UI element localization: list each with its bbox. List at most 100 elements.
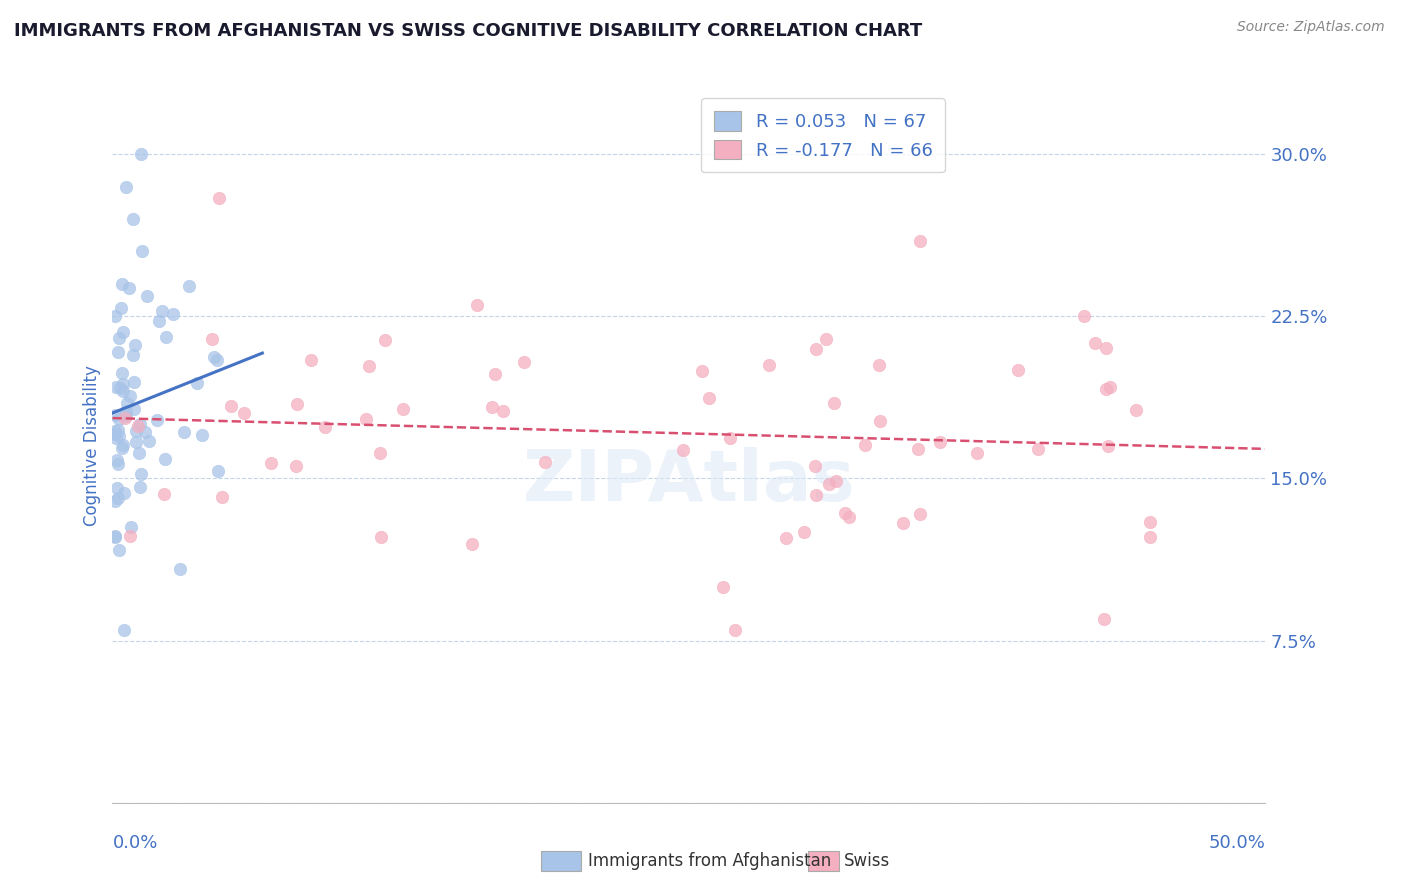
Point <box>834 506 856 520</box>
Point <box>461 537 484 551</box>
Point <box>1095 383 1118 397</box>
Point <box>1095 341 1118 355</box>
Point <box>190 427 212 442</box>
Point <box>354 412 377 426</box>
Point <box>105 453 128 467</box>
Point <box>465 298 488 312</box>
Point <box>177 279 200 293</box>
Point <box>173 425 195 440</box>
Point <box>711 580 734 594</box>
Point <box>814 332 837 346</box>
Point <box>285 458 308 473</box>
Point <box>929 434 952 449</box>
Point <box>114 410 136 425</box>
Point <box>108 331 131 345</box>
Point <box>129 417 152 431</box>
Point <box>115 179 138 194</box>
Point <box>104 310 127 324</box>
Point <box>804 458 827 473</box>
Point <box>697 391 720 405</box>
Point <box>118 529 141 543</box>
Point <box>690 364 713 378</box>
Point <box>114 404 136 418</box>
Point <box>285 397 308 411</box>
Point <box>806 342 828 356</box>
Point <box>155 329 177 343</box>
Point <box>908 234 931 248</box>
Point <box>112 623 135 637</box>
Point <box>104 424 127 438</box>
Point <box>115 396 138 410</box>
Point <box>111 437 134 451</box>
Point <box>110 301 132 315</box>
Point <box>869 414 891 428</box>
Point <box>138 434 160 449</box>
Point <box>838 510 860 524</box>
Point <box>107 429 129 443</box>
Point <box>259 456 281 470</box>
Point <box>481 400 503 414</box>
Text: Swiss: Swiss <box>844 852 890 870</box>
Point <box>299 353 322 368</box>
Point <box>374 334 396 348</box>
Point <box>513 355 536 369</box>
Point <box>823 396 845 410</box>
Point <box>124 375 146 389</box>
Point <box>758 359 780 373</box>
Point <box>775 532 797 546</box>
Point <box>111 277 134 291</box>
Point <box>1139 530 1161 544</box>
Point <box>146 413 169 427</box>
Point <box>966 446 988 460</box>
Text: Immigrants from Afghanistan: Immigrants from Afghanistan <box>588 852 831 870</box>
Text: Source: ZipAtlas.com: Source: ZipAtlas.com <box>1237 20 1385 34</box>
Point <box>150 303 173 318</box>
Point <box>1073 310 1095 324</box>
Point <box>124 337 146 351</box>
Point <box>910 507 932 521</box>
Y-axis label: Cognitive Disability: Cognitive Disability <box>83 366 101 526</box>
Point <box>105 481 128 495</box>
Point <box>131 244 153 259</box>
Point <box>104 530 127 544</box>
Point <box>155 452 177 467</box>
Point <box>1092 612 1115 626</box>
Point <box>219 399 242 413</box>
Point <box>108 542 131 557</box>
Point <box>115 409 138 424</box>
Point <box>107 457 129 471</box>
Point <box>153 487 176 501</box>
Point <box>891 516 914 530</box>
Point <box>370 446 392 460</box>
Point <box>370 530 392 544</box>
Point <box>118 281 141 295</box>
Point <box>105 431 128 445</box>
Point <box>122 401 145 416</box>
Point <box>118 389 141 403</box>
Point <box>202 350 225 364</box>
Point <box>1084 336 1107 351</box>
Point <box>104 408 127 422</box>
Legend: R = 0.053   N = 67, R = -0.177   N = 66: R = 0.053 N = 67, R = -0.177 N = 66 <box>702 98 945 172</box>
Text: 50.0%: 50.0% <box>1209 834 1265 852</box>
Point <box>148 314 170 328</box>
Point <box>853 438 876 452</box>
Point <box>724 623 747 637</box>
Point <box>205 353 228 368</box>
Point <box>128 480 150 494</box>
Text: 0.0%: 0.0% <box>112 834 157 852</box>
Point <box>1026 442 1049 457</box>
Point <box>128 446 150 460</box>
Point <box>134 425 156 440</box>
Point <box>1139 515 1161 529</box>
Point <box>104 529 127 543</box>
Point <box>357 359 380 373</box>
Point <box>104 380 127 394</box>
Point <box>107 344 129 359</box>
Point <box>107 411 129 425</box>
Point <box>111 377 134 392</box>
Point <box>907 442 929 457</box>
Point <box>825 474 848 488</box>
Point <box>1097 439 1119 453</box>
Point <box>186 376 208 390</box>
